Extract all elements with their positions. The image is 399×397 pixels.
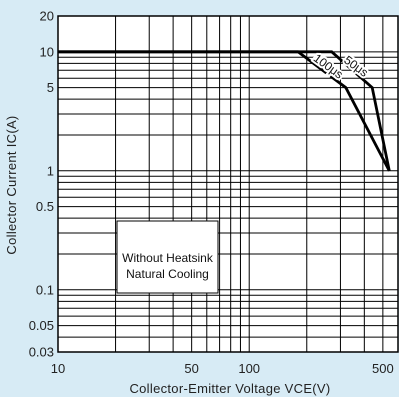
plot-area xyxy=(58,16,398,352)
x-axis-title-main: Collector-Emitter Voltage xyxy=(129,381,280,396)
grid xyxy=(58,16,399,352)
y-tick-label: 1 xyxy=(47,163,54,178)
x-axis-title-unit: VCE(V) xyxy=(285,381,331,396)
note-line-2: Natural Cooling xyxy=(126,267,209,281)
y-tick-label: 0.5 xyxy=(36,199,54,214)
x-axis-title: Collector-Emitter Voltage VCE(V) xyxy=(129,381,330,396)
note-box: Without Heatsink Natural Cooling xyxy=(116,220,219,294)
y-tick-label: 5 xyxy=(47,80,54,95)
y-axis-title: Collector Current IC(A) xyxy=(4,115,19,254)
y-tick-label: 0.1 xyxy=(36,282,54,297)
plot-border xyxy=(57,15,399,353)
x-tick-labels: 10 50 100 500 xyxy=(51,361,394,376)
y-tick-label: 0.05 xyxy=(29,318,54,333)
y-tick-label: 0.03 xyxy=(29,345,54,360)
y-axis-title-unit: IC(A) xyxy=(4,115,19,147)
note-line-1: Without Heatsink xyxy=(122,251,214,265)
x-tick-label: 50 xyxy=(184,361,198,376)
x-tick-label: 10 xyxy=(51,361,65,376)
y-tick-label: 20 xyxy=(40,9,54,24)
x-tick-label: 100 xyxy=(238,361,260,376)
y-axis-title-main: Collector Current xyxy=(4,151,19,254)
x-tick-label: 500 xyxy=(372,361,394,376)
y-tick-label: 10 xyxy=(40,44,54,59)
y-tick-labels: 20 10 5 1 0.5 0.1 0.05 0.03 xyxy=(29,9,54,360)
series-line-50us xyxy=(58,50,391,172)
